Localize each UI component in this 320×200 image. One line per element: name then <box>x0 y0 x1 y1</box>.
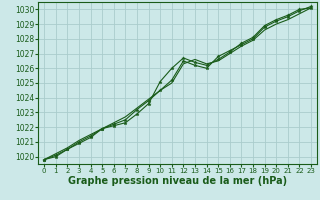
X-axis label: Graphe pression niveau de la mer (hPa): Graphe pression niveau de la mer (hPa) <box>68 176 287 186</box>
